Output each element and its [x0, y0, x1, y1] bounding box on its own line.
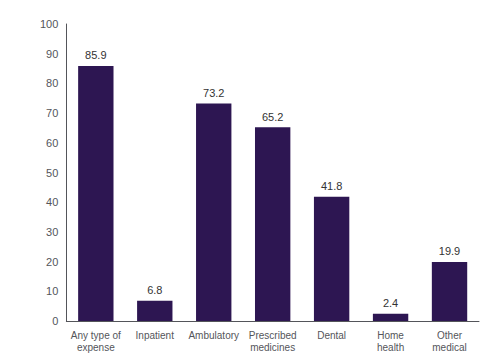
svg-text:19.9: 19.9 — [439, 245, 460, 257]
svg-text:80: 80 — [46, 77, 58, 89]
svg-text:Inpatient: Inpatient — [136, 330, 175, 341]
svg-text:Prescribed: Prescribed — [249, 330, 297, 341]
svg-text:2.4: 2.4 — [383, 297, 398, 309]
svg-text:100: 100 — [40, 18, 58, 30]
svg-text:40: 40 — [46, 196, 58, 208]
svg-text:6.8: 6.8 — [147, 284, 162, 296]
svg-text:50: 50 — [46, 167, 58, 179]
svg-text:0: 0 — [52, 315, 58, 327]
svg-text:10: 10 — [46, 285, 58, 297]
svg-text:41.8: 41.8 — [321, 180, 342, 192]
svg-text:65.2: 65.2 — [262, 111, 283, 123]
svg-text:Other: Other — [437, 330, 463, 341]
svg-text:medicines: medicines — [250, 342, 295, 353]
svg-text:85.9: 85.9 — [85, 49, 106, 61]
svg-text:Home: Home — [377, 330, 404, 341]
svg-text:expense: expense — [77, 342, 115, 353]
svg-text:60: 60 — [46, 137, 58, 149]
svg-text:Ambulatory: Ambulatory — [188, 330, 239, 341]
svg-text:20: 20 — [46, 256, 58, 268]
svg-text:73.2: 73.2 — [203, 87, 224, 99]
svg-text:medical: medical — [432, 342, 466, 353]
svg-text:Any type of: Any type of — [71, 330, 121, 341]
svg-text:health: health — [377, 342, 404, 353]
svg-text:70: 70 — [46, 107, 58, 119]
svg-text:90: 90 — [46, 48, 58, 60]
svg-text:Dental: Dental — [317, 330, 346, 341]
svg-text:30: 30 — [46, 226, 58, 238]
